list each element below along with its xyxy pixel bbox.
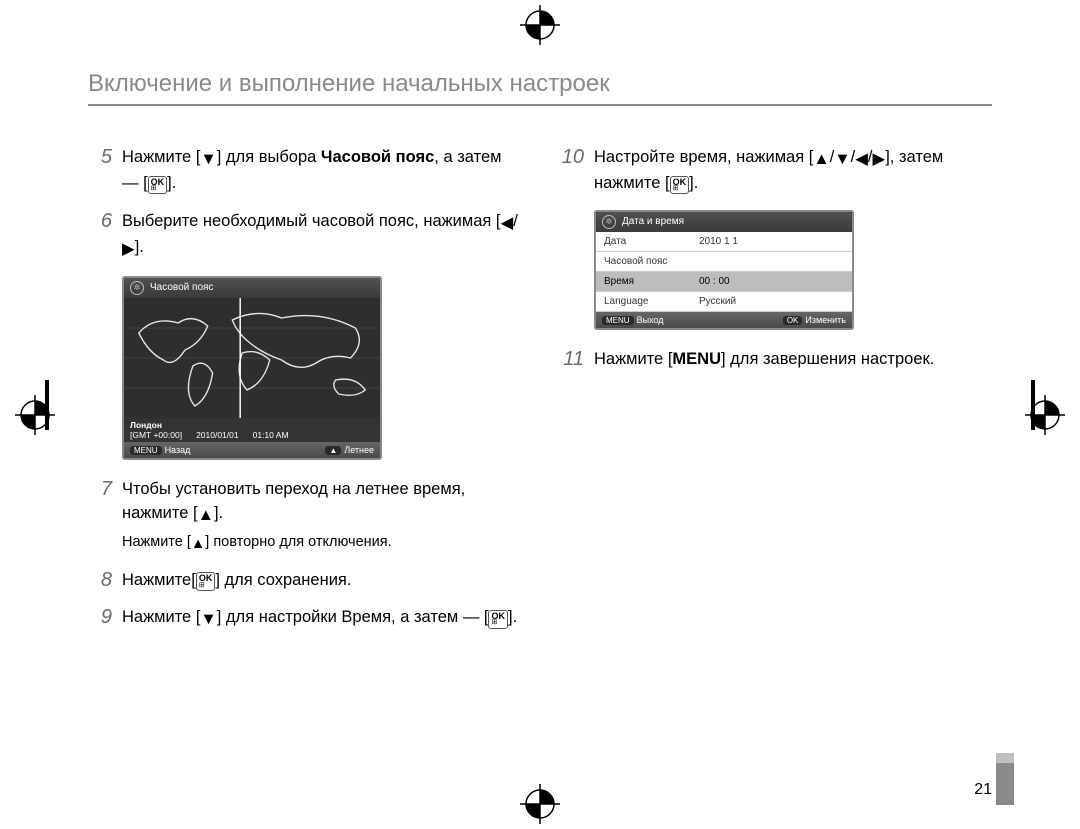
step-11: 11 Нажмите [MENU] для завершения настрое… xyxy=(560,348,992,372)
step-9: 9 Нажмите [▼] для настройки Время, а зат… xyxy=(88,606,520,632)
tz-time: 01:10 AM xyxy=(253,430,289,440)
step-7: 7 Чтобы установить переход на летнее вре… xyxy=(88,478,520,555)
gear-icon: ✲ xyxy=(130,281,144,295)
step-number: 8 xyxy=(88,569,122,593)
right-column: 10 Настройте время, нажимая [▲/▼/◀/▶], з… xyxy=(560,146,992,646)
datetime-row: Часовой пояс xyxy=(596,252,852,272)
step-8: 8 Нажмите[OK⊞] для сохранения. xyxy=(88,569,520,593)
step-text: Настройте время, нажимая [▲/▼/◀/▶], зате… xyxy=(594,146,992,196)
tz-back: MENUНазад xyxy=(130,445,190,455)
timezone-map xyxy=(124,298,380,418)
tz-dst: ▲Летнее xyxy=(325,445,374,455)
page-title: Включение и выполнение начальных настрое… xyxy=(88,70,992,106)
step-6: 6 Выберите необходимый часовой пояс, наж… xyxy=(88,210,520,262)
step-number: 7 xyxy=(88,478,122,555)
trim-bar-right xyxy=(1031,380,1035,430)
dt-exit: MENUВыход xyxy=(602,315,664,325)
timezone-title: Часовой пояс xyxy=(150,282,213,293)
timezone-header: ✲ Часовой пояс xyxy=(124,278,380,298)
datetime-key: Время xyxy=(604,276,699,287)
datetime-key: Дата xyxy=(604,236,699,247)
datetime-value: 2010 1 1 xyxy=(699,236,844,247)
gear-icon: ✲ xyxy=(602,215,616,229)
datetime-rows: Дата2010 1 1Часовой поясВремя00 : 00Lang… xyxy=(596,232,852,312)
registration-mark-left xyxy=(15,395,55,435)
tz-date: 2010/01/01 xyxy=(196,430,239,440)
timezone-info: Лондон [GMT +00:00] 2010/01/01 01:10 AM xyxy=(124,418,380,442)
datetime-key: Language xyxy=(604,296,699,307)
datetime-screen: ✲ Дата и время Дата2010 1 1Часовой поясВ… xyxy=(594,210,854,330)
step-number: 9 xyxy=(88,606,122,632)
tz-gmt: [GMT +00:00] xyxy=(130,430,182,440)
step-number: 6 xyxy=(88,210,122,262)
step-text: Нажмите [MENU] для завершения настроек. xyxy=(594,348,992,372)
datetime-row: Время00 : 00 xyxy=(596,272,852,292)
datetime-title: Дата и время xyxy=(622,216,684,227)
datetime-footer: MENUВыход OKИзменить xyxy=(596,312,852,328)
datetime-value xyxy=(699,256,844,267)
step-number: 11 xyxy=(560,348,594,372)
datetime-key: Часовой пояс xyxy=(604,256,699,267)
step-10: 10 Настройте время, нажимая [▲/▼/◀/▶], з… xyxy=(560,146,992,196)
registration-mark-top xyxy=(520,5,560,45)
timezone-screen: ✲ Часовой пояс xyxy=(122,276,382,460)
datetime-value: Русский xyxy=(699,296,844,307)
step-text: Нажмите [▼] для настройки Время, а затем… xyxy=(122,606,520,632)
step-subtext: Нажмите [▲] повторно для отключения. xyxy=(122,532,520,555)
dt-ok: OKИзменить xyxy=(783,315,846,325)
datetime-header: ✲ Дата и время xyxy=(596,212,852,232)
tz-city: Лондон xyxy=(130,420,182,430)
step-5: 5 Нажмите [▼] для выбора Часовой пояс, а… xyxy=(88,146,520,196)
datetime-row: LanguageРусский xyxy=(596,292,852,312)
datetime-row: Дата2010 1 1 xyxy=(596,232,852,252)
timezone-footer: MENUНазад ▲Летнее xyxy=(124,442,380,458)
step-number: 5 xyxy=(88,146,122,196)
page-tab xyxy=(996,763,1014,805)
page-content: Включение и выполнение начальных настрое… xyxy=(88,70,992,799)
step-text: Выберите необходимый часовой пояс, нажим… xyxy=(122,210,520,262)
trim-bar-left xyxy=(45,380,49,430)
page-number: 21 xyxy=(974,781,992,799)
step-text: Нажмите [▼] для выбора Часовой пояс, а з… xyxy=(122,146,520,196)
datetime-value: 00 : 00 xyxy=(699,276,844,287)
step-text: Чтобы установить переход на летнее время… xyxy=(122,478,520,555)
step-number: 10 xyxy=(560,146,594,196)
left-column: 5 Нажмите [▼] для выбора Часовой пояс, а… xyxy=(88,146,520,646)
step-text: Нажмите[OK⊞] для сохранения. xyxy=(122,569,520,593)
columns: 5 Нажмите [▼] для выбора Часовой пояс, а… xyxy=(88,146,992,646)
